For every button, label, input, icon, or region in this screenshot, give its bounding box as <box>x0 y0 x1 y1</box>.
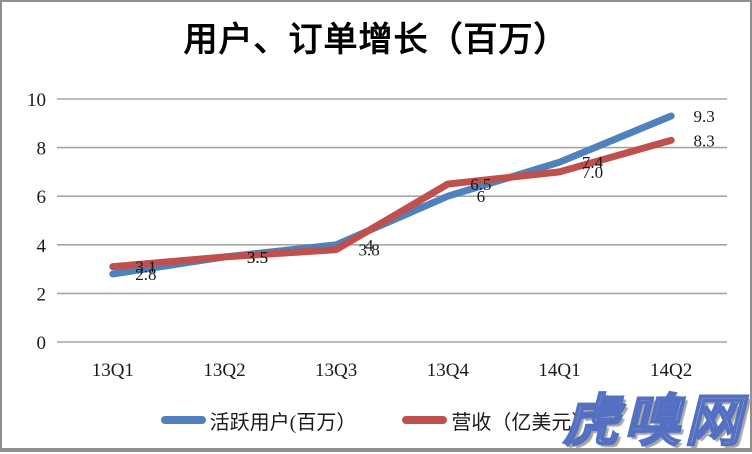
legend-swatch-red-line <box>402 416 447 424</box>
x-tick-label: 13Q4 <box>427 360 470 381</box>
data-label: 9.3 <box>694 107 715 126</box>
y-tick-label: 0 <box>37 333 47 354</box>
watermark-huxiu: 虎嗅网 <box>563 394 746 450</box>
data-label: 3.5 <box>247 248 268 267</box>
chart-title: 用户、订单增长（百万） <box>2 22 750 59</box>
legend-label-active-users: 活跃用户(百万） <box>210 406 357 435</box>
data-label: 6.5 <box>470 175 491 194</box>
x-tick-label: 13Q2 <box>203 360 245 381</box>
y-tick-label: 10 <box>27 90 46 111</box>
x-tick-label: 14Q2 <box>650 360 692 381</box>
data-label: 3.8 <box>359 241 380 260</box>
legend-item-active-users: 活跃用户(百万） <box>161 406 357 435</box>
y-tick-label: 4 <box>37 236 47 257</box>
data-label: 8.3 <box>694 131 715 150</box>
data-label: 7.0 <box>582 163 603 182</box>
y-tick-label: 8 <box>37 139 47 160</box>
y-tick-label: 6 <box>37 187 47 208</box>
series-line <box>113 116 671 274</box>
x-tick-label: 13Q3 <box>315 360 357 381</box>
data-label: 3.1 <box>135 258 156 277</box>
x-tick-label: 14Q1 <box>538 360 580 381</box>
legend-swatch-blue-line <box>161 416 206 424</box>
y-tick-label: 2 <box>37 284 47 305</box>
x-tick-label: 13Q1 <box>92 360 134 381</box>
